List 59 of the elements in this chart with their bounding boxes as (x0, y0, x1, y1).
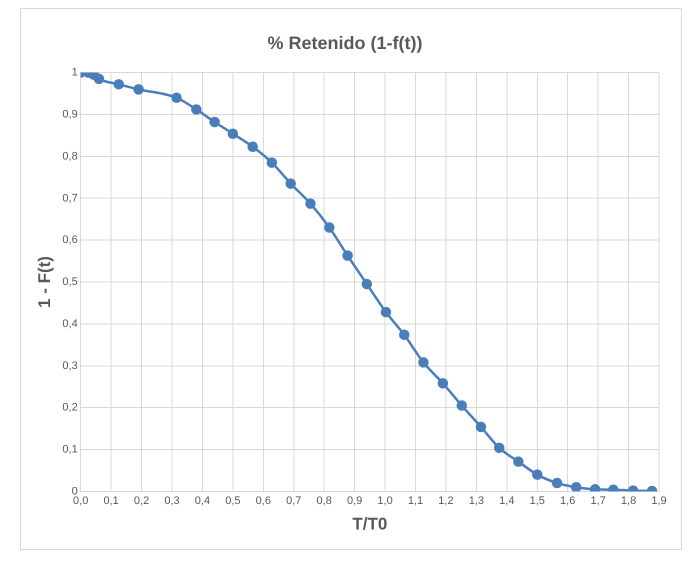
x-tick-label: 1,0 (377, 495, 393, 508)
point (438, 378, 448, 389)
point (532, 469, 542, 480)
point (305, 198, 316, 209)
point (513, 456, 524, 467)
point (209, 116, 220, 128)
x-tick-label: 0,0 (73, 495, 88, 508)
point (342, 250, 353, 261)
x-tick-label: 1,7 (590, 495, 606, 508)
chart-title: % Retenido (1-f(t)) (268, 32, 422, 53)
point (418, 357, 429, 368)
y-tick-label: 0,3 (62, 360, 78, 372)
y-tick-label: 0,1 (62, 444, 78, 456)
x-tick-label: 0,6 (256, 495, 271, 508)
y-tick-label: 0,8 (62, 150, 78, 162)
x-tick-label: 1,6 (560, 495, 576, 508)
x-tick-label: 0,5 (225, 495, 241, 508)
point (552, 478, 562, 488)
x-tick-label: 1,2 (438, 495, 454, 508)
x-tick-label: 0,2 (134, 495, 150, 508)
x-tick-label: 1,8 (620, 495, 636, 508)
y-tick-label: 0,4 (62, 318, 78, 330)
point (456, 400, 468, 411)
x-tick-label: 1,1 (408, 495, 424, 508)
point (228, 128, 238, 139)
point (380, 306, 392, 318)
x-tick-label: 0,4 (194, 495, 210, 508)
x-tick-label: 1,4 (499, 495, 514, 508)
x-tick-label: 1,3 (468, 495, 484, 508)
point (494, 442, 504, 454)
y-tick-label: 0,7 (62, 192, 78, 204)
x-tick-label: 0,1 (103, 495, 119, 508)
y-tick-label: 0 (72, 485, 78, 498)
y-tick-label: 0,9 (62, 108, 78, 121)
y-axis-title: 1 - F(t) (34, 256, 54, 308)
point (266, 157, 278, 168)
x-tick-label: 1,5 (530, 495, 545, 508)
point (324, 222, 335, 233)
point (113, 79, 124, 90)
point (171, 92, 182, 103)
point (398, 330, 410, 340)
point (476, 422, 486, 432)
y-tick-label: 0,6 (62, 234, 78, 246)
point (94, 74, 104, 84)
x-tick-label: 1,9 (651, 495, 667, 508)
y-tick-label: 0,5 (62, 276, 78, 288)
y-tick-label: 1 (72, 66, 78, 79)
point (285, 178, 296, 189)
x-tick-label: 0,8 (316, 495, 332, 508)
x-axis-title: T/T0 (352, 514, 388, 534)
point (570, 482, 582, 492)
x-tick-label: 0,9 (346, 495, 362, 508)
point (191, 104, 202, 115)
x-tick-label: 0,7 (286, 495, 302, 508)
x-tick-label: 0,3 (164, 495, 180, 508)
point (133, 84, 144, 95)
y-tick-label: 0,2 (62, 402, 78, 414)
point (247, 141, 258, 152)
point (362, 278, 372, 290)
